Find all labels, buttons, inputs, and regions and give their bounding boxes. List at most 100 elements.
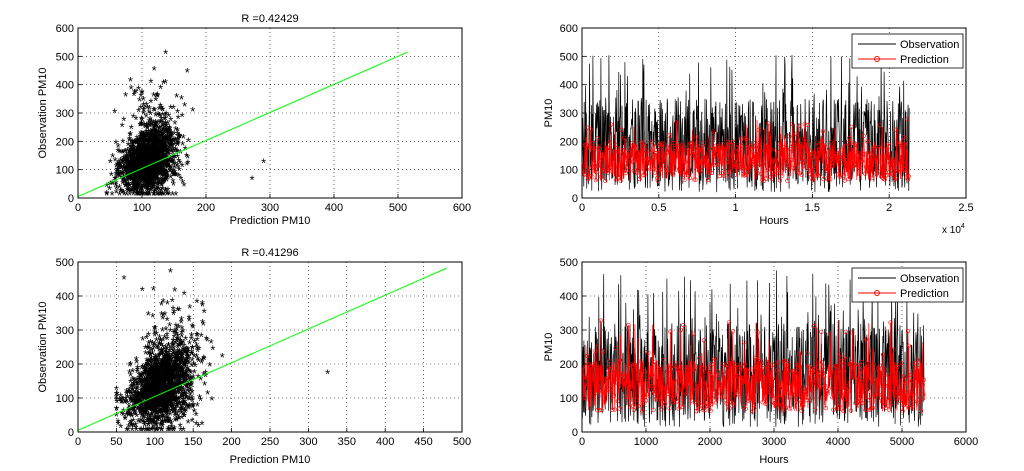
scatter-point: * bbox=[123, 89, 128, 104]
scatter-point: * bbox=[141, 141, 146, 156]
scatter-point: * bbox=[140, 158, 145, 173]
scatter-point: * bbox=[152, 389, 157, 404]
scatter-point: * bbox=[141, 167, 146, 182]
scatter-point: * bbox=[133, 152, 138, 167]
scatter-point: * bbox=[145, 143, 150, 158]
scatter-point: * bbox=[170, 146, 175, 161]
scatter-point: * bbox=[157, 159, 162, 174]
scatter-point: * bbox=[150, 151, 155, 166]
scatter-point: * bbox=[146, 167, 151, 182]
scatter-point: * bbox=[134, 151, 139, 166]
scatter-point: * bbox=[151, 172, 156, 187]
y-axis-label: Observation PM10 bbox=[37, 301, 49, 392]
scatter-point: * bbox=[149, 146, 154, 161]
scatter-point: * bbox=[142, 159, 147, 174]
scatter-point: * bbox=[144, 148, 149, 163]
scatter-point: * bbox=[132, 178, 137, 193]
scatter-point: * bbox=[137, 404, 142, 419]
scatter-point: * bbox=[155, 392, 160, 407]
scatter-point: * bbox=[171, 150, 176, 165]
scatter-point: * bbox=[148, 132, 153, 147]
scatter-point: * bbox=[137, 147, 142, 162]
scatter-point: * bbox=[182, 288, 187, 303]
series-marker bbox=[678, 161, 683, 166]
scatter-point: * bbox=[125, 157, 130, 172]
scatter-point: * bbox=[147, 159, 152, 174]
scatter-point: * bbox=[132, 135, 137, 150]
scatter-point: * bbox=[142, 363, 147, 378]
scatter-point: * bbox=[143, 142, 148, 157]
scatter-point: * bbox=[176, 130, 181, 145]
scatter-point: * bbox=[147, 120, 152, 135]
scatter-point: * bbox=[121, 173, 126, 188]
scatter-point: * bbox=[115, 145, 120, 160]
scatter-point: * bbox=[165, 127, 170, 142]
scatter-point: * bbox=[153, 125, 158, 140]
series-marker bbox=[865, 139, 870, 144]
scatter-point: * bbox=[150, 168, 155, 183]
scatter-point: * bbox=[131, 179, 136, 194]
scatter-point: * bbox=[158, 390, 163, 405]
scatter-point: * bbox=[178, 384, 183, 399]
scatter-point: * bbox=[151, 158, 156, 173]
scatter-point: * bbox=[184, 347, 189, 362]
series-marker bbox=[685, 170, 690, 176]
scatter-point: * bbox=[132, 159, 137, 174]
scatter-point: * bbox=[137, 169, 142, 184]
scatter-point: * bbox=[186, 350, 191, 365]
scatter-point: * bbox=[159, 355, 164, 370]
scatter-point: * bbox=[157, 159, 162, 174]
scatter-point: * bbox=[175, 105, 180, 120]
scatter-point: * bbox=[154, 152, 159, 167]
scatter-point: * bbox=[124, 178, 129, 193]
scatter-point: * bbox=[157, 142, 162, 157]
scatter-point: * bbox=[175, 369, 180, 384]
scatter-point: * bbox=[153, 146, 158, 161]
scatter-point: * bbox=[150, 388, 155, 403]
scatter-point: * bbox=[127, 188, 132, 203]
scatter-point: * bbox=[140, 388, 145, 403]
scatter-point: * bbox=[160, 372, 165, 387]
scatter-point: * bbox=[168, 113, 173, 128]
scatter-point: * bbox=[175, 151, 180, 166]
scatter-point: * bbox=[165, 123, 170, 138]
scatter-point: * bbox=[202, 306, 207, 321]
scatter-point: * bbox=[123, 180, 128, 195]
scatter-point: * bbox=[148, 370, 153, 385]
scatter-point: * bbox=[175, 159, 180, 174]
scatter-point: * bbox=[107, 183, 112, 198]
scatter-point: * bbox=[156, 163, 161, 178]
scatter-point: * bbox=[131, 158, 136, 173]
scatter-point: * bbox=[156, 164, 161, 179]
series-marker bbox=[896, 169, 901, 174]
scatter-point: * bbox=[146, 145, 151, 160]
scatter-point: * bbox=[135, 149, 140, 164]
scatter-point: * bbox=[146, 147, 151, 162]
scatter-point: * bbox=[131, 145, 136, 160]
scatter-point: * bbox=[134, 144, 139, 159]
scatter-point: * bbox=[162, 308, 167, 323]
scatter-point: * bbox=[158, 174, 163, 189]
scatter-point: * bbox=[155, 132, 160, 147]
series-marker bbox=[733, 164, 738, 169]
scatter-point: * bbox=[163, 389, 168, 404]
scatter-point: * bbox=[157, 150, 162, 165]
scatter-point: * bbox=[160, 161, 165, 176]
scatter-point: * bbox=[151, 89, 156, 104]
scatter-point: * bbox=[137, 374, 142, 389]
scatter-point: * bbox=[172, 393, 177, 408]
scatter-point: * bbox=[159, 115, 164, 130]
scatter-point: * bbox=[126, 162, 131, 177]
x-tick-label: 250 bbox=[261, 436, 279, 448]
x-tick-label: 0 bbox=[579, 202, 585, 214]
scatter-point: * bbox=[169, 354, 174, 369]
scatter-point: * bbox=[137, 402, 142, 417]
scatter-point: * bbox=[176, 373, 181, 388]
scatter-point: * bbox=[171, 168, 176, 183]
scatter-point: * bbox=[136, 145, 141, 160]
series-marker bbox=[795, 161, 800, 166]
scatter-point: * bbox=[125, 162, 130, 177]
scatter-point: * bbox=[127, 366, 132, 381]
scatter-point: * bbox=[140, 390, 145, 405]
